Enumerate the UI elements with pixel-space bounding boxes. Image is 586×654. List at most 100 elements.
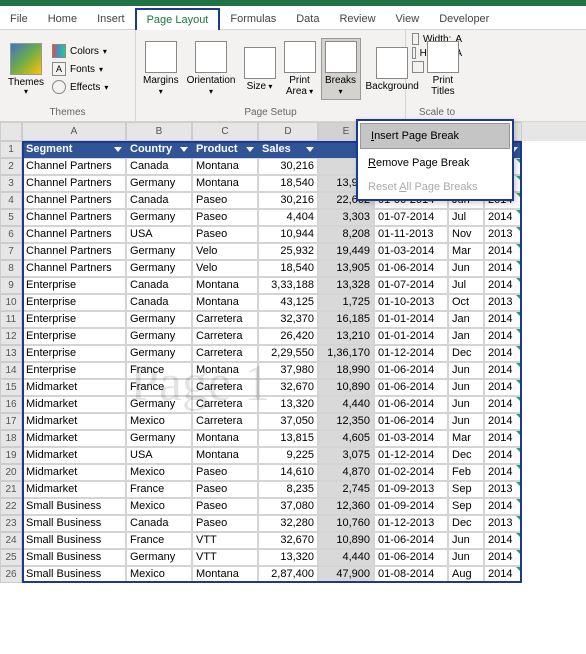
data-cell[interactable]: 2013 [484, 226, 522, 243]
data-cell[interactable]: Mexico [126, 566, 192, 583]
data-cell[interactable]: Jan [448, 311, 484, 328]
data-cell[interactable]: Jun [448, 396, 484, 413]
data-cell[interactable]: 01-11-2013 [374, 226, 448, 243]
data-cell[interactable]: 3,303 [318, 209, 374, 226]
data-cell[interactable]: 01-06-2014 [374, 396, 448, 413]
select-all-corner[interactable] [0, 122, 22, 141]
data-cell[interactable]: 16,185 [318, 311, 374, 328]
data-cell[interactable]: 3,33,188 [258, 277, 318, 294]
data-cell[interactable]: 1,36,170 [318, 345, 374, 362]
data-cell[interactable]: 2014 [484, 532, 522, 549]
tab-insert[interactable]: Insert [87, 9, 135, 29]
data-cell[interactable]: Germany [126, 209, 192, 226]
data-cell[interactable]: 2014 [484, 396, 522, 413]
data-cell[interactable]: Paseo [192, 192, 258, 209]
data-cell[interactable]: 01-06-2014 [374, 379, 448, 396]
data-cell[interactable]: Channel Partners [22, 192, 126, 209]
data-cell[interactable]: Small Business [22, 532, 126, 549]
data-cell[interactable]: Enterprise [22, 294, 126, 311]
data-cell[interactable]: Germany [126, 549, 192, 566]
data-cell[interactable]: 37,050 [258, 413, 318, 430]
data-cell[interactable]: Germany [126, 243, 192, 260]
data-cell[interactable]: Channel Partners [22, 243, 126, 260]
data-cell[interactable]: 2014 [484, 209, 522, 226]
data-cell[interactable]: 18,540 [258, 175, 318, 192]
row-header[interactable]: 2 [0, 158, 22, 175]
data-cell[interactable]: Paseo [192, 515, 258, 532]
effects-button[interactable]: Effects▾ [50, 79, 110, 95]
row-header[interactable]: 5 [0, 209, 22, 226]
data-cell[interactable]: 32,370 [258, 311, 318, 328]
data-cell[interactable]: Enterprise [22, 311, 126, 328]
data-cell[interactable]: 18,990 [318, 362, 374, 379]
data-cell[interactable]: Canada [126, 277, 192, 294]
data-cell[interactable]: Paseo [192, 226, 258, 243]
data-cell[interactable]: 13,328 [318, 277, 374, 294]
data-cell[interactable]: 01-07-2014 [374, 277, 448, 294]
data-cell[interactable]: Midmarket [22, 430, 126, 447]
data-cell[interactable]: 32,670 [258, 532, 318, 549]
data-cell[interactable]: 2,29,550 [258, 345, 318, 362]
data-cell[interactable]: Midmarket [22, 464, 126, 481]
tab-review[interactable]: Review [329, 9, 385, 29]
data-cell[interactable]: Enterprise [22, 345, 126, 362]
orientation-button[interactable]: Orientation [184, 39, 239, 99]
data-cell[interactable]: Germany [126, 328, 192, 345]
data-cell[interactable]: Carretera [192, 345, 258, 362]
row-header[interactable]: 7 [0, 243, 22, 260]
row-header[interactable]: 18 [0, 430, 22, 447]
row-header[interactable]: 17 [0, 413, 22, 430]
col-header-C[interactable]: C [192, 122, 258, 141]
data-cell[interactable]: Dec [448, 515, 484, 532]
data-cell[interactable]: 2014 [484, 260, 522, 277]
data-cell[interactable]: 2014 [484, 379, 522, 396]
data-cell[interactable]: 8,208 [318, 226, 374, 243]
data-cell[interactable]: France [126, 481, 192, 498]
printarea-button[interactable]: Print Area [281, 39, 319, 99]
row-header[interactable]: 1 [0, 141, 22, 158]
row-header[interactable]: 8 [0, 260, 22, 277]
data-cell[interactable]: Germany [126, 396, 192, 413]
col-header-A[interactable]: A [22, 122, 126, 141]
data-cell[interactable]: Small Business [22, 566, 126, 583]
data-cell[interactable]: Nov [448, 226, 484, 243]
header-cell[interactable]: Product [192, 141, 258, 158]
data-cell[interactable]: Paseo [192, 498, 258, 515]
data-cell[interactable]: France [126, 532, 192, 549]
tab-file[interactable]: File [0, 9, 38, 29]
data-cell[interactable]: Germany [126, 175, 192, 192]
breaks-button[interactable]: Breaks [321, 38, 361, 100]
row-header[interactable]: 14 [0, 362, 22, 379]
data-cell[interactable]: Montana [192, 430, 258, 447]
data-cell[interactable]: Channel Partners [22, 158, 126, 175]
data-cell[interactable]: Mexico [126, 464, 192, 481]
data-cell[interactable]: 8,235 [258, 481, 318, 498]
data-cell[interactable]: 01-06-2014 [374, 260, 448, 277]
data-cell[interactable]: Carretera [192, 379, 258, 396]
data-cell[interactable]: 14,610 [258, 464, 318, 481]
data-cell[interactable]: Carretera [192, 413, 258, 430]
data-cell[interactable]: Small Business [22, 549, 126, 566]
tab-home[interactable]: Home [38, 9, 87, 29]
row-header[interactable]: 19 [0, 447, 22, 464]
data-cell[interactable]: Carretera [192, 328, 258, 345]
data-cell[interactable]: Jun [448, 260, 484, 277]
data-cell[interactable]: Midmarket [22, 396, 126, 413]
data-cell[interactable]: Canada [126, 294, 192, 311]
data-cell[interactable]: Montana [192, 362, 258, 379]
data-cell[interactable]: 18,540 [258, 260, 318, 277]
data-cell[interactable]: 01-09-2013 [374, 481, 448, 498]
data-cell[interactable]: 2013 [484, 481, 522, 498]
data-cell[interactable]: 4,870 [318, 464, 374, 481]
tab-developer[interactable]: Developer [429, 9, 499, 29]
margins-button[interactable]: Margins [140, 39, 182, 99]
data-cell[interactable]: Carretera [192, 396, 258, 413]
data-cell[interactable]: Sep [448, 498, 484, 515]
data-cell[interactable]: Jun [448, 362, 484, 379]
colors-button[interactable]: Colors▾ [50, 43, 110, 59]
data-cell[interactable]: 10,944 [258, 226, 318, 243]
data-cell[interactable]: 01-09-2014 [374, 498, 448, 515]
tab-page-layout[interactable]: Page Layout [135, 8, 221, 30]
data-cell[interactable]: 37,080 [258, 498, 318, 515]
row-header[interactable]: 21 [0, 481, 22, 498]
